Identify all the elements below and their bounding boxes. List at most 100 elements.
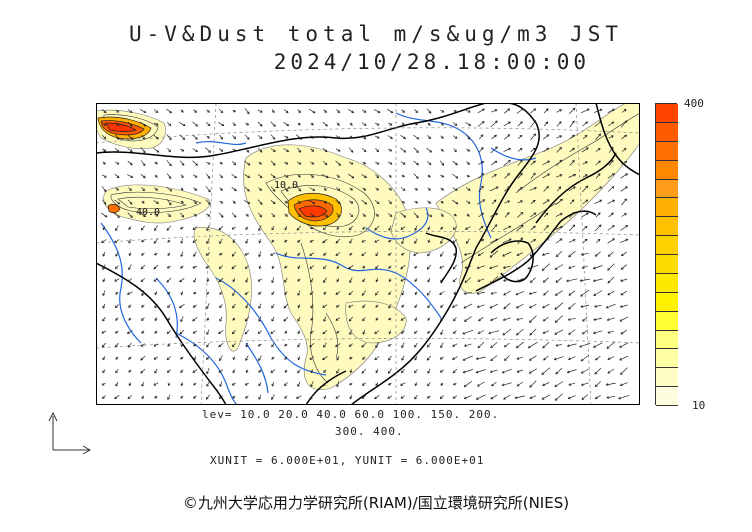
wind-arrow-head: [154, 292, 158, 296]
wind-arrow: [595, 160, 601, 166]
wind-arrow: [543, 277, 549, 283]
wind-arrow: [543, 147, 549, 153]
wind-arrow-head: [414, 266, 418, 269]
wind-arrow: [310, 291, 314, 295]
wind-arrow: [413, 173, 419, 179]
wind-arrow-head: [128, 369, 132, 373]
wind-arrow-head: [467, 162, 470, 165]
wind-arrow: [607, 290, 615, 296]
wind-arrow: [530, 225, 536, 231]
wind-arrow: [516, 341, 524, 349]
wind-arrow-head: [181, 148, 185, 152]
wind-arrow-head: [624, 134, 628, 138]
wind-arrow-head: [606, 318, 610, 322]
wind-arrow: [128, 264, 132, 270]
wind-arrow: [283, 122, 289, 126]
wind-arrow-head: [141, 396, 145, 400]
wind-arrow: [309, 252, 315, 256]
wind-arrow-head: [156, 149, 160, 153]
wind-arrow-head: [390, 136, 393, 139]
wind-arrow: [414, 225, 418, 231]
wind-arrow-head: [389, 148, 393, 152]
wind-arrow-head: [476, 305, 480, 309]
wind-arrow: [516, 369, 524, 373]
wind-arrow-head: [545, 121, 549, 125]
wind-arrow-head: [257, 331, 261, 334]
wind-arrow-head: [625, 173, 628, 176]
wind-arrow-head: [388, 357, 391, 361]
wind-arrow: [476, 369, 486, 373]
wind-arrow: [556, 121, 562, 127]
wind-arrow: [374, 395, 380, 399]
wind-arrow: [620, 120, 628, 128]
wind-arrow: [154, 109, 158, 113]
wind-arrow-head: [206, 306, 209, 310]
wind-arrow: [618, 395, 630, 399]
wind-arrow: [335, 135, 341, 139]
wind-arrow-head: [362, 318, 365, 322]
wind-arrow-head: [233, 162, 237, 166]
wind-arrow: [140, 213, 146, 217]
wind-arrow: [218, 109, 224, 113]
color-scale-bar: [655, 103, 678, 406]
wind-arrow-head: [466, 241, 469, 244]
wind-arrow-head: [559, 135, 563, 138]
wind-arrow-head: [464, 227, 468, 230]
wind-arrow: [310, 148, 314, 152]
wind-arrow-head: [297, 357, 301, 361]
wind-arrow: [166, 134, 172, 140]
wind-arrow-head: [428, 136, 432, 140]
wind-arrow: [606, 395, 616, 399]
wind-arrow: [582, 226, 588, 230]
wind-arrow: [555, 174, 563, 178]
wind-arrow: [192, 174, 198, 178]
wind-arrow-head: [463, 319, 467, 322]
wind-arrow-head: [584, 225, 588, 229]
wind-arrow: [504, 342, 510, 348]
wind-arrow: [478, 147, 484, 153]
wind-arrow-head: [463, 291, 467, 295]
wind-arrow: [374, 200, 380, 204]
wind-arrow-head: [323, 280, 326, 283]
wind-arrow: [361, 239, 367, 243]
wind-arrow: [270, 369, 276, 373]
wind-arrow: [362, 278, 366, 282]
wind-arrow: [258, 278, 262, 282]
wind-arrow: [556, 147, 562, 153]
wind-arrow: [478, 134, 484, 140]
wind-arrow-head: [597, 173, 601, 176]
wind-arrow: [530, 120, 536, 128]
wind-arrow: [387, 108, 393, 114]
wind-arrow: [504, 212, 510, 218]
wind-arrow-head: [489, 370, 493, 374]
wind-arrow: [270, 200, 276, 204]
wind-arrow-head: [220, 149, 224, 152]
wind-arrow-head: [272, 162, 276, 166]
wind-arrow-head: [427, 174, 431, 178]
wind-arrow-head: [521, 108, 524, 111]
wind-arrow: [258, 355, 262, 361]
wind-arrow-head: [116, 137, 120, 140]
wind-arrow: [323, 316, 327, 322]
wind-arrow-head: [233, 123, 236, 127]
wind-arrow: [102, 395, 106, 399]
wind-arrow: [296, 134, 302, 140]
wind-arrow-head: [115, 318, 118, 321]
wind-arrow: [490, 342, 498, 348]
wind-arrow-head: [532, 172, 536, 176]
wind-arrow-head: [402, 162, 406, 165]
wind-arrow: [362, 317, 366, 321]
wind-arrow-head: [247, 201, 251, 205]
wind-arrow-head: [610, 159, 614, 163]
wind-arrow-head: [376, 187, 380, 191]
wind-arrow-head: [324, 136, 327, 139]
wind-arrow-head: [206, 228, 210, 232]
wind-arrow: [477, 342, 485, 348]
wind-arrow-head: [427, 383, 430, 387]
wind-arrow: [516, 278, 524, 282]
wind-arrow-head: [572, 224, 576, 228]
wind-arrow: [400, 264, 406, 270]
wind-arrow-head: [285, 161, 289, 165]
wind-arrow-head: [520, 224, 524, 228]
wind-arrow: [464, 343, 472, 347]
